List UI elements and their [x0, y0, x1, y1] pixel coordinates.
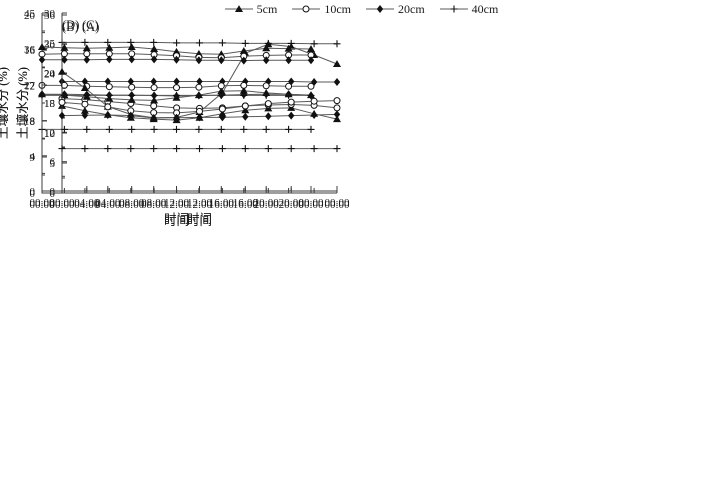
legend-item-40cm: 40cm — [439, 1, 499, 16]
svg-text:20: 20 — [44, 68, 56, 80]
triangle-marker-icon — [224, 4, 253, 12]
svg-text:12: 12 — [44, 127, 55, 139]
svg-text:00:00: 00:00 — [324, 199, 350, 211]
svg-text:00:00: 00:00 — [49, 197, 75, 209]
svg-text:04:00: 04:00 — [95, 199, 121, 211]
legend-item-20cm: 20cm — [365, 2, 425, 16]
svg-text:20:00: 20:00 — [279, 199, 305, 211]
legend-label-5cm: 5cm — [256, 1, 278, 16]
svg-text:16:00: 16:00 — [209, 197, 235, 209]
svg-text:18: 18 — [24, 116, 36, 128]
svg-text:土壤水分 (%): 土壤水分 (%) — [15, 67, 30, 139]
svg-text:8: 8 — [30, 116, 36, 128]
legend-label-40cm: 40cm — [471, 1, 499, 16]
legend-label-20cm: 20cm — [398, 1, 425, 16]
svg-text:(D): (D) — [62, 18, 79, 32]
svg-text:16:00: 16:00 — [233, 197, 259, 209]
svg-text:(B): (B) — [62, 20, 79, 34]
svg-text:0: 0 — [30, 188, 36, 200]
svg-text:时间: 时间 — [187, 212, 212, 226]
svg-text:20:00: 20:00 — [254, 199, 280, 211]
svg-text:04:00: 04:00 — [95, 197, 121, 209]
svg-text:16: 16 — [24, 45, 36, 57]
legend-item-5cm: 5cm — [224, 1, 278, 16]
svg-text:18: 18 — [44, 98, 56, 110]
svg-text:08:00: 08:00 — [119, 197, 145, 209]
svg-text:00:00: 00:00 — [298, 197, 324, 209]
svg-text:04:00: 04:00 — [74, 199, 100, 211]
svg-text:时间: 时间 — [164, 212, 189, 226]
svg-text:12: 12 — [24, 80, 35, 92]
svg-text:20: 20 — [24, 10, 36, 22]
svg-text:土壤水分 (%): 土壤水分 (%) — [0, 67, 10, 139]
svg-text:时间: 时间 — [164, 214, 189, 228]
svg-text:12:00: 12:00 — [187, 197, 213, 209]
svg-text:25: 25 — [44, 38, 56, 50]
svg-text:04:00: 04:00 — [74, 197, 100, 209]
svg-text:5: 5 — [50, 158, 56, 170]
svg-text:24: 24 — [44, 69, 56, 81]
svg-text:00:00: 00:00 — [298, 199, 324, 211]
svg-text:0: 0 — [30, 186, 36, 198]
svg-text:30: 30 — [44, 39, 56, 51]
svg-text:0: 0 — [50, 186, 56, 198]
svg-text:30: 30 — [44, 8, 56, 20]
legend: 5cm 10cm 20cm 40cm — [0, 0, 722, 17]
svg-text:36: 36 — [44, 10, 56, 22]
svg-text:9: 9 — [30, 152, 36, 164]
svg-text:4: 4 — [30, 151, 36, 163]
svg-text:12:00: 12:00 — [164, 197, 190, 209]
svg-text:6: 6 — [50, 157, 56, 169]
svg-text:0: 0 — [50, 188, 56, 200]
svg-text:27: 27 — [24, 80, 36, 92]
svg-text:00:00: 00:00 — [29, 199, 55, 211]
svg-text:16:00: 16:00 — [209, 199, 235, 211]
svg-text:20:00: 20:00 — [279, 197, 305, 209]
svg-text:08:00: 08:00 — [141, 199, 167, 211]
svg-text:00:00: 00:00 — [29, 197, 55, 209]
svg-text:(C): (C) — [82, 18, 99, 32]
legend-item-10cm: 10cm — [291, 2, 351, 16]
svg-text:土壤水分 (%): 土壤水分 (%) — [15, 67, 30, 139]
svg-text:(A): (A) — [82, 20, 99, 34]
circle-marker-icon — [292, 5, 321, 12]
svg-text:10: 10 — [44, 128, 56, 140]
svg-text:15: 15 — [44, 98, 56, 110]
plus-marker-icon — [439, 5, 468, 12]
svg-text:45: 45 — [24, 8, 36, 20]
svg-text:12:00: 12:00 — [164, 199, 190, 211]
svg-text:20:00: 20:00 — [254, 197, 280, 209]
svg-text:12:00: 12:00 — [187, 199, 213, 211]
svg-text:36: 36 — [24, 44, 36, 56]
diamond-marker-icon — [366, 4, 394, 13]
svg-text:土壤水分 (%): 土壤水分 (%) — [0, 67, 10, 139]
svg-text:08:00: 08:00 — [119, 199, 145, 211]
svg-text:16:00: 16:00 — [233, 199, 259, 211]
legend-label-10cm: 10cm — [324, 1, 351, 16]
svg-text:00:00: 00:00 — [49, 199, 75, 211]
svg-text:00:00: 00:00 — [324, 197, 350, 209]
svg-text:时间: 时间 — [187, 214, 212, 228]
svg-text:08:00: 08:00 — [141, 197, 167, 209]
